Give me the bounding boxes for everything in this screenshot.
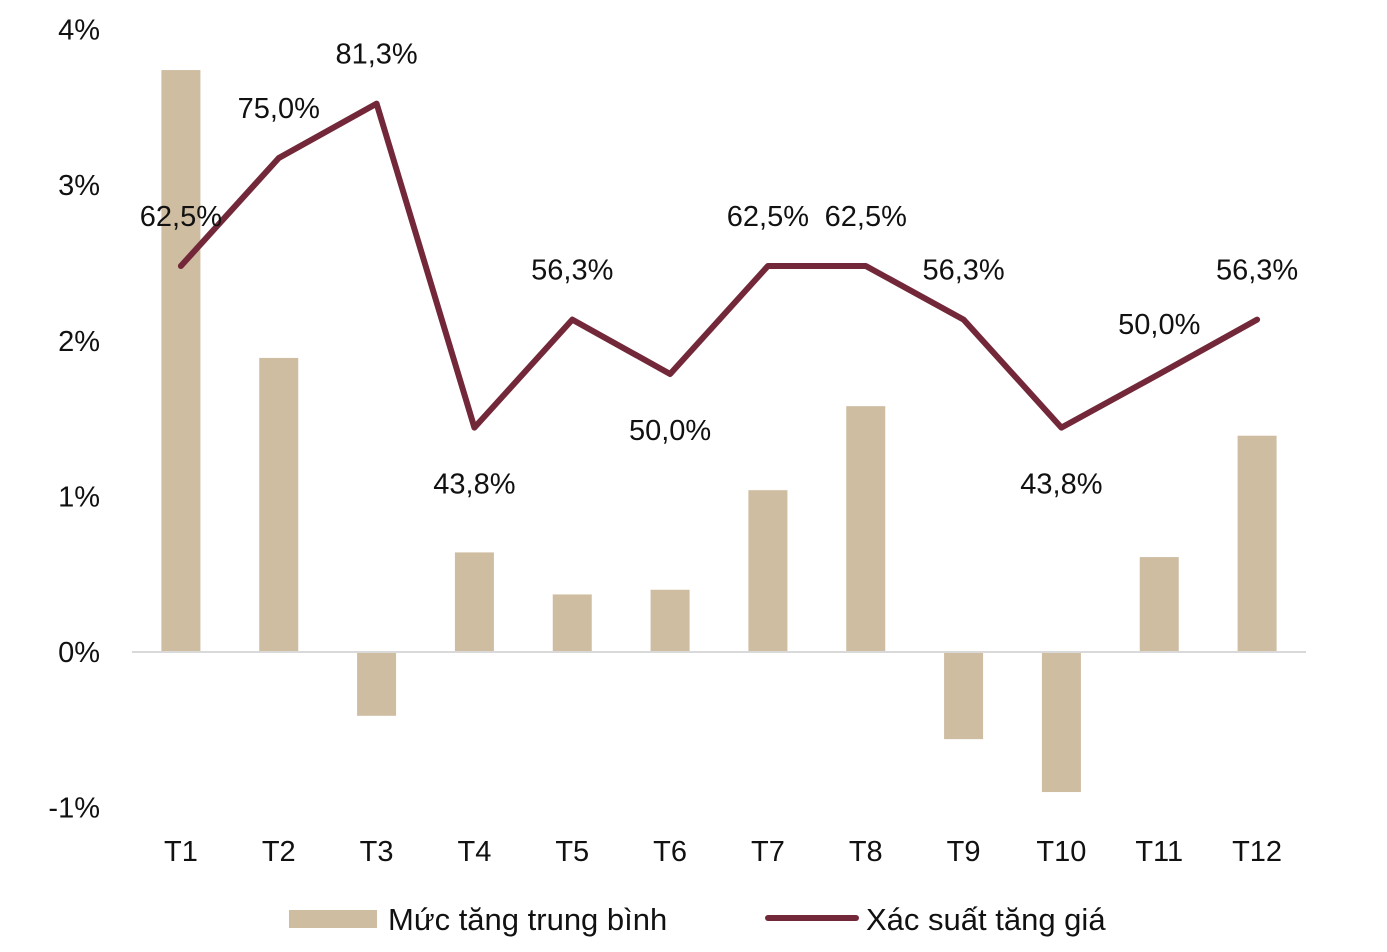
line-data-label: 50,0% — [1118, 309, 1200, 341]
y-tick-label: 2% — [58, 326, 100, 358]
bar — [944, 652, 984, 740]
x-tick-label: T4 — [457, 836, 491, 868]
line-series — [177, 100, 1261, 431]
bar — [552, 594, 592, 652]
y-tick-label: -1% — [48, 793, 100, 825]
line-data-label: 50,0% — [629, 415, 711, 447]
y-tick-label: 0% — [58, 637, 100, 669]
bar-series — [161, 70, 1277, 793]
x-tick-label: T3 — [360, 836, 394, 868]
bar — [846, 406, 886, 652]
x-axis: T1 T2 T3 T4 T5 T6 T7 T8 T9 T10 T11 T12 — [164, 836, 1282, 868]
bar — [259, 357, 299, 652]
bar — [1041, 652, 1081, 793]
bar — [650, 589, 690, 652]
line-data-label: 62,5% — [825, 201, 907, 233]
legend-swatch-bar — [289, 910, 377, 928]
x-tick-label: T8 — [849, 836, 883, 868]
legend-label-bar: Mức tăng trung bình — [388, 902, 667, 937]
line-data-label: 43,8% — [1020, 469, 1102, 501]
bar — [1139, 557, 1179, 652]
line-data-label: 75,0% — [238, 93, 320, 125]
x-tick-label: T7 — [751, 836, 785, 868]
line-data-label: 56,3% — [1216, 255, 1298, 287]
y-tick-label: 1% — [58, 481, 100, 513]
y-axis: 4% 3% 2% 1% 0% -1% — [48, 15, 100, 825]
x-tick-label: T5 — [555, 836, 589, 868]
x-tick-label: T1 — [164, 836, 198, 868]
legend: Mức tăng trung bình Xác suất tăng giá — [289, 902, 1106, 937]
line-data-labels: 62,5% 75,0% 81,3% 43,8% 56,3% 50,0% 62,5% 62,5%… — [140, 39, 1298, 501]
line-data-label: 81,3% — [335, 39, 417, 71]
x-tick-label: T9 — [947, 836, 981, 868]
bar — [357, 652, 397, 716]
y-tick-label: 3% — [58, 170, 100, 202]
bar — [161, 70, 201, 652]
x-tick-label: T10 — [1036, 836, 1086, 868]
bar — [454, 552, 494, 652]
bar — [1237, 435, 1277, 652]
x-tick-label: T2 — [262, 836, 296, 868]
line-data-label: 56,3% — [922, 255, 1004, 287]
x-tick-label: T11 — [1135, 836, 1183, 868]
bar — [748, 490, 788, 652]
x-tick-label: T12 — [1232, 836, 1282, 868]
legend-label-line: Xác suất tăng giá — [866, 902, 1106, 937]
line-data-label: 62,5% — [140, 201, 222, 233]
y-tick-label: 4% — [58, 15, 100, 47]
line-data-label: 56,3% — [531, 255, 613, 287]
x-tick-label: T6 — [653, 836, 687, 868]
line-data-label: 62,5% — [727, 201, 809, 233]
line-data-label: 43,8% — [433, 469, 515, 501]
